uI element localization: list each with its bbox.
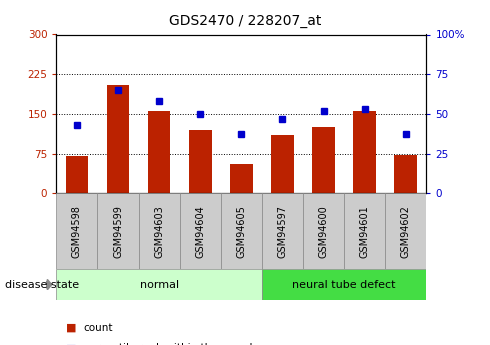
Bar [56, 269, 262, 300]
Text: GSM94600: GSM94600 [318, 205, 328, 257]
Bar [312, 127, 335, 193]
Bar [353, 111, 376, 193]
Bar [271, 135, 294, 193]
FancyArrow shape [46, 279, 52, 290]
Bar [180, 193, 221, 269]
Text: neural tube defect: neural tube defect [293, 280, 396, 289]
Bar [262, 193, 303, 269]
Text: ■: ■ [66, 323, 76, 333]
Bar [303, 193, 344, 269]
Text: GSM94604: GSM94604 [195, 205, 205, 257]
Bar [107, 85, 129, 193]
Bar [139, 193, 180, 269]
Text: percentile rank within the sample: percentile rank within the sample [83, 344, 259, 345]
Bar [66, 156, 88, 193]
Text: GSM94601: GSM94601 [360, 205, 369, 257]
Text: GDS2470 / 228207_at: GDS2470 / 228207_at [169, 14, 321, 28]
Text: count: count [83, 323, 113, 333]
Bar [189, 130, 212, 193]
Text: GSM94602: GSM94602 [401, 205, 411, 258]
Bar [56, 193, 98, 269]
Bar [221, 193, 262, 269]
Text: GSM94599: GSM94599 [113, 205, 123, 258]
Text: GSM94598: GSM94598 [72, 205, 82, 258]
Bar [394, 155, 417, 193]
Text: disease state: disease state [5, 280, 79, 289]
Bar [344, 193, 385, 269]
Bar [98, 193, 139, 269]
Bar [148, 111, 171, 193]
Text: ■: ■ [66, 344, 76, 345]
Bar [385, 193, 426, 269]
Text: GSM94605: GSM94605 [236, 205, 246, 258]
Text: GSM94603: GSM94603 [154, 205, 164, 257]
Bar [230, 164, 253, 193]
Text: GSM94597: GSM94597 [277, 205, 288, 258]
Text: normal: normal [140, 280, 179, 289]
Bar [262, 269, 426, 300]
